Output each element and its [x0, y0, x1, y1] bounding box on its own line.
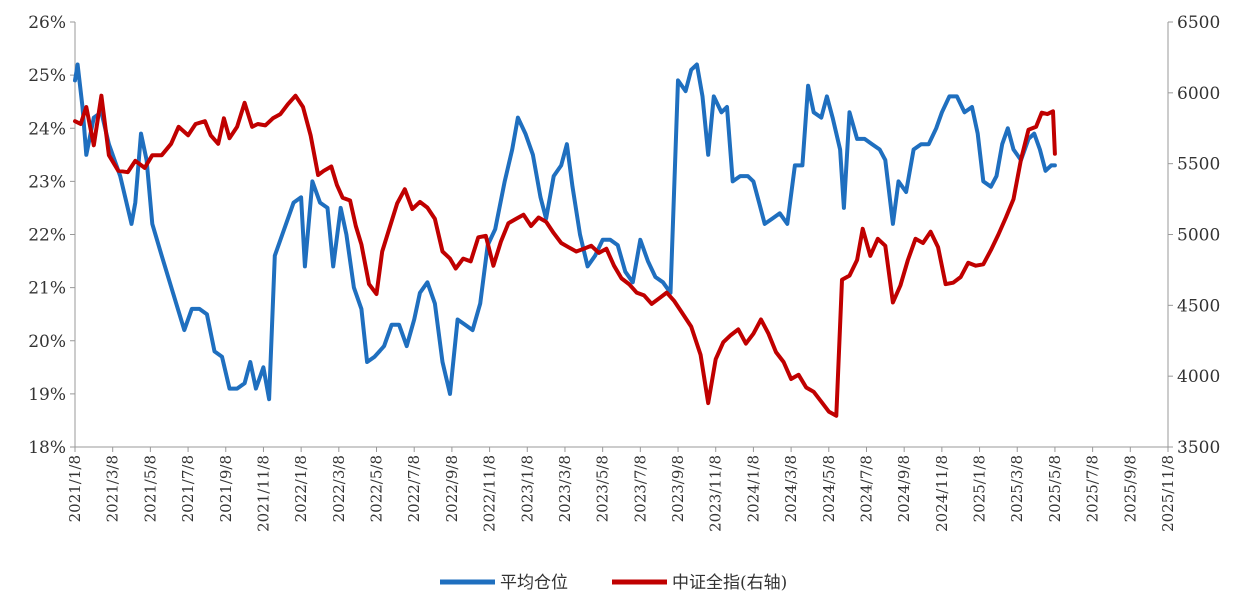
series-line-avg-position [73, 62, 1057, 402]
x-tick-label: 2025/11/8 [1159, 455, 1177, 532]
right-tick-label: 5500 [1177, 155, 1220, 175]
left-tick-label: 18% [28, 438, 66, 458]
x-tick-label: 2024/7/8 [857, 455, 875, 522]
x-tick-label: 2023/3/8 [556, 455, 574, 522]
right-tick-label: 5000 [1177, 226, 1220, 246]
left-tick-label: 25% [28, 66, 66, 86]
x-ticks: 2021/1/8 2021/3/8 2021/5/8 2021/7/8 2021/9/8… [66, 447, 1177, 532]
right-y-ticks: 3500 4000 4500 5000 5500 6000 6500 [1168, 13, 1220, 458]
x-tick-label: 2021/9/8 [217, 455, 235, 522]
x-tick-label: 2023/7/8 [631, 455, 649, 522]
left-tick-label: 23% [28, 172, 66, 192]
x-tick-label: 2024/9/8 [895, 455, 913, 522]
x-tick-label: 2022/7/8 [405, 455, 423, 522]
x-tick-label: 2022/9/8 [443, 455, 461, 522]
x-tick-label: 2021/3/8 [104, 455, 122, 522]
axes-layer [74, 22, 1169, 448]
x-tick-label: 2025/9/8 [1121, 455, 1139, 522]
x-tick-label: 2025/5/8 [1046, 455, 1064, 522]
x-tick-label: 2025/3/8 [1008, 455, 1026, 522]
x-tick-label: 2022/5/8 [368, 455, 386, 522]
x-tick-label: 2023/5/8 [594, 455, 612, 522]
x-tick-label: 2025/7/8 [1084, 455, 1102, 522]
legend-label: 平均仓位 [500, 573, 568, 593]
x-tick-label: 2021/11/8 [254, 455, 272, 532]
x-tick-label: 2024/11/8 [933, 455, 951, 532]
left-tick-label: 22% [28, 226, 66, 246]
x-tick-label: 2021/7/8 [179, 455, 197, 522]
left-tick-label: 19% [28, 385, 66, 405]
legend: 平均仓位 中证全指(右轴) [440, 573, 787, 593]
left-tick-label: 24% [28, 119, 66, 139]
left-y-ticks: 18% 19% 20% 21% 22% 23% 24% 25% 26% [28, 13, 75, 458]
x-tick-label: 2024/3/8 [782, 455, 800, 522]
x-tick-label: 2022/3/8 [330, 455, 348, 522]
x-tick-label: 2023/1/8 [518, 455, 536, 522]
right-tick-label: 4000 [1177, 367, 1220, 387]
x-tick-label: 2025/1/8 [971, 455, 989, 522]
x-tick-label: 2022/1/8 [292, 455, 310, 522]
left-tick-label: 20% [28, 332, 66, 352]
x-tick-label: 2021/5/8 [141, 455, 159, 522]
x-tick-label: 2023/11/8 [707, 455, 725, 532]
left-tick-label: 21% [28, 279, 66, 299]
right-tick-label: 4500 [1177, 296, 1220, 316]
x-tick-label: 2024/1/8 [744, 455, 762, 522]
series-layer [73, 62, 1057, 418]
x-tick-label: 2024/5/8 [820, 455, 838, 522]
right-tick-label: 6000 [1177, 84, 1220, 104]
left-tick-label: 26% [28, 13, 66, 33]
series-line-csi-all-share [73, 93, 1057, 418]
right-tick-label: 6500 [1177, 13, 1220, 33]
legend-label: 中证全指(右轴) [672, 573, 787, 593]
x-tick-label: 2021/1/8 [66, 455, 84, 522]
x-tick-label: 2022/11/8 [481, 455, 499, 532]
right-tick-label: 3500 [1177, 438, 1220, 458]
x-tick-label: 2023/9/8 [669, 455, 687, 522]
